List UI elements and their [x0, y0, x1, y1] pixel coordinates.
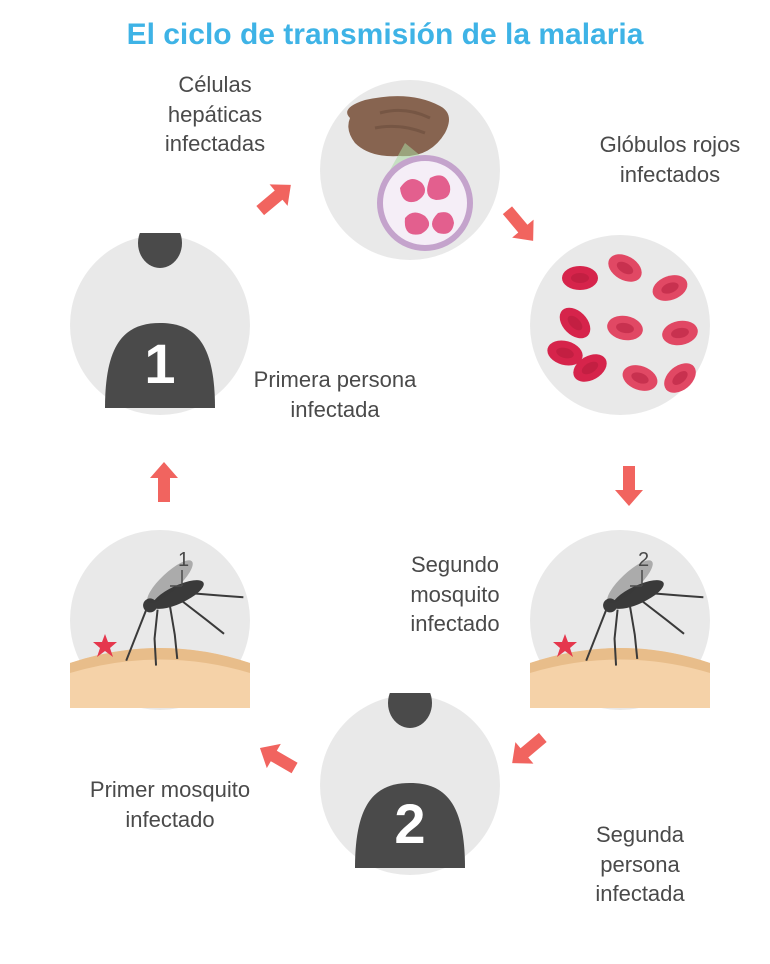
- svg-text:1: 1: [178, 549, 189, 571]
- person2-icon: 2: [320, 693, 500, 878]
- stage-person2: 2: [320, 695, 500, 875]
- stage-blood: [530, 235, 710, 415]
- svg-text:2: 2: [394, 792, 425, 855]
- svg-text:1: 1: [144, 332, 175, 395]
- label-mosquito2: Segundo mosquito infectado: [370, 550, 540, 639]
- arrow-mosquito2-to-person2: [505, 725, 553, 778]
- liver-icon: [320, 78, 500, 263]
- label-person1: Primera persona infectada: [250, 365, 420, 424]
- arrow-person2-to-mosquito1: [255, 735, 303, 788]
- blood-icon: [530, 233, 710, 418]
- mosquito2-icon: 2: [530, 528, 710, 713]
- label-mosquito1: Primer mosquito infectado: [85, 775, 255, 834]
- stage-mosquito1: 1: [70, 530, 250, 710]
- person1-icon: 1: [70, 233, 250, 418]
- label-liver: Células hepáticas infectadas: [130, 70, 300, 159]
- stage-mosquito2: 2: [530, 530, 710, 710]
- arrow-blood-to-mosquito2: [605, 460, 653, 513]
- arrow-mosquito1-to-person1: [140, 460, 188, 513]
- label-person2: Segunda persona infectada: [555, 820, 725, 909]
- label-blood: Glóbulos rojos infectados: [590, 130, 750, 189]
- stage-liver: [320, 80, 500, 260]
- arrow-person1-to-liver: [250, 175, 298, 228]
- stage-person1: 1: [70, 235, 250, 415]
- arrow-liver-to-blood: [495, 200, 543, 253]
- svg-text:2: 2: [638, 549, 649, 571]
- page-title: El ciclo de transmisión de la malaria: [0, 18, 770, 52]
- mosquito1-icon: 1: [70, 528, 250, 713]
